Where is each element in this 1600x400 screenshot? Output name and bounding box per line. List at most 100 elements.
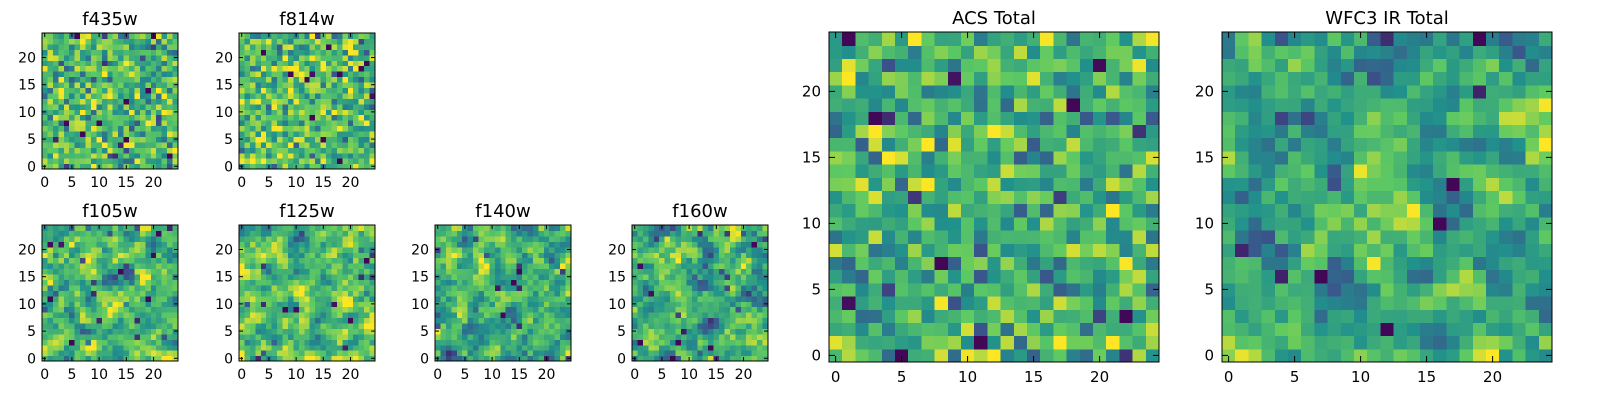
heatmap-cell [315, 263, 322, 270]
heatmap-cell [42, 43, 49, 50]
heatmap-cell [543, 344, 550, 351]
heatmap-cell [1327, 230, 1342, 244]
heatmap-cell [123, 158, 130, 165]
heatmap-cell [1393, 296, 1408, 310]
heatmap-cell [505, 339, 512, 346]
heatmap-cell [298, 355, 305, 362]
heatmap-cell [746, 339, 753, 346]
heatmap-cell [653, 295, 660, 302]
heatmap-cell [675, 344, 682, 351]
heatmap-cell [467, 295, 474, 302]
heatmap-cell [735, 235, 742, 242]
heatmap-cell [353, 317, 360, 324]
heatmap-cell [1433, 282, 1447, 297]
heatmap-cell [161, 295, 168, 302]
heatmap-cell [1406, 322, 1421, 337]
heatmap-cell [505, 225, 512, 232]
heatmap-cell [987, 150, 1002, 165]
heatmap-cell [369, 125, 376, 132]
heatmap-cell [829, 124, 843, 139]
heatmap-cell [331, 350, 338, 357]
heatmap-cell [543, 328, 550, 335]
heatmap-cell [129, 344, 136, 351]
heatmap-cell [440, 235, 447, 242]
heatmap-cell [881, 282, 896, 297]
heatmap-cell [52, 33, 59, 40]
heatmap-cell [532, 257, 539, 264]
heatmap-cell [1079, 98, 1094, 112]
heatmap-cell [304, 43, 311, 50]
heatmap-cell [298, 71, 305, 78]
heatmap-cell [336, 241, 343, 248]
heatmap-cell [58, 284, 65, 291]
heatmap-cell [309, 103, 316, 110]
heatmap-cell [522, 252, 529, 259]
heatmap-cell [1420, 335, 1434, 350]
heatmap-cell [713, 241, 720, 248]
heatmap-cell [123, 120, 130, 127]
heatmap-cell [1380, 230, 1395, 244]
heatmap-cell [1132, 190, 1147, 205]
heatmap-cell [282, 71, 289, 78]
heatmap-cell [129, 328, 136, 335]
heatmap-cell [69, 312, 76, 319]
heatmap-cell [1000, 177, 1015, 191]
heatmap-cell [653, 257, 660, 264]
heatmap-cell [320, 98, 327, 105]
heatmap-cell [90, 268, 97, 275]
heatmap-cell [52, 71, 59, 78]
heatmap-cell [1499, 216, 1513, 231]
heatmap-cell [467, 290, 474, 297]
heatmap-cell [653, 230, 660, 237]
heatmap-cell [47, 284, 54, 291]
heatmap-cell [74, 87, 81, 94]
heatmap-cell [735, 246, 742, 253]
heatmap-cell [320, 235, 327, 242]
heatmap-cell [538, 350, 545, 357]
heatmap-cell [271, 136, 278, 143]
heatmap-cell [85, 279, 92, 286]
heatmap-cell [369, 344, 376, 351]
heatmap-cell [167, 65, 174, 72]
heatmap-cell [326, 333, 333, 340]
heatmap-cell [69, 136, 76, 143]
heatmap-cell [315, 120, 322, 127]
heatmap-cell [664, 252, 671, 259]
heatmap-cell [1145, 58, 1160, 73]
heatmap-cell [1222, 322, 1236, 337]
heatmap-cell [664, 339, 671, 346]
heatmap-cell [1274, 216, 1289, 231]
heatmap-cell [697, 284, 704, 291]
heatmap-cell [1499, 296, 1513, 310]
heatmap-cell [1420, 190, 1434, 205]
heatmap-cell [309, 130, 316, 137]
heatmap-cell [304, 49, 311, 56]
heatmap-cell [653, 235, 660, 242]
heatmap-cell [642, 235, 649, 242]
heatmap-cell [134, 38, 141, 45]
heatmap-cell [554, 252, 561, 259]
heatmap-cell [249, 273, 256, 280]
heatmap-cell [244, 339, 251, 346]
heatmap-cell [282, 54, 289, 61]
heatmap-cell [145, 225, 152, 232]
heatmap-cell [101, 312, 108, 319]
heatmap-cell [129, 312, 136, 319]
heatmap-cell [282, 98, 289, 105]
heatmap-cell [467, 241, 474, 248]
heatmap-cell [554, 230, 561, 237]
heatmap-cell [139, 301, 146, 308]
heatmap-cell [1261, 256, 1276, 271]
heatmap-cell [675, 225, 682, 232]
heatmap-cell [326, 312, 333, 319]
heatmap-cell [456, 252, 463, 259]
heatmap-cell [494, 263, 501, 270]
heatmap-cell [543, 230, 550, 237]
heatmap-cell [735, 312, 742, 319]
heatmap-cell [123, 295, 130, 302]
heatmap-cell [708, 350, 715, 357]
heatmap-cell [1433, 164, 1447, 178]
heatmap-cell [331, 38, 338, 45]
heatmap-cell [139, 103, 146, 110]
heatmap-cell [462, 235, 469, 242]
